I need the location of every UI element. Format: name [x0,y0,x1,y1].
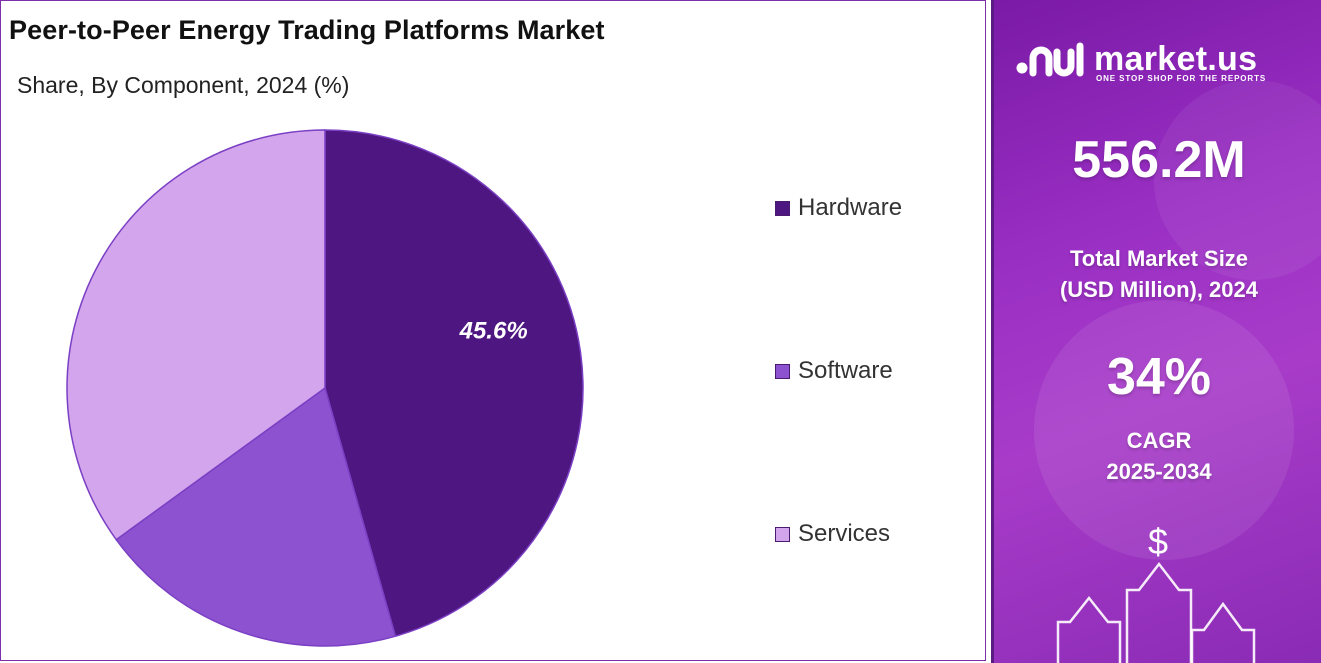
rising-arrows-icon: $ [1056,521,1256,663]
legend-item-software: Software [775,357,893,385]
market-size-value: 556.2M [1072,131,1246,189]
legend-swatch-software [775,363,790,379]
cagr-value: 34% [1106,348,1212,406]
legend-item-hardware: Hardware [775,194,902,222]
pie-slice-hardware [324,129,584,638]
pie-chart: 45.6% [66,129,584,647]
legend-item-services: Services [775,520,890,548]
cagr-label: CAGR 2025-2034 [994,425,1321,487]
brand-name: market.us [1094,40,1258,78]
legend-label-software: Software [798,357,893,384]
pie-slice-services [66,129,326,541]
background-glow [1034,300,1294,560]
market-us-logo-icon [1016,42,1084,77]
cagr-label-line: CAGR [1126,428,1192,453]
data-label-hardware: 45.6% [459,318,528,345]
dollar-sign-icon: $ [1148,521,1168,562]
brand-tagline: ONE STOP SHOP FOR THE REPORTS [1096,74,1267,83]
background-glow [1154,80,1321,280]
brand-logo: market.us ONE STOP SHOP FOR THE REPORTS [1014,40,1304,90]
pie-slice-software [115,386,397,647]
market-size-label-line: Total Market Size [1069,246,1249,271]
market-summary-panel: market.us ONE STOP SHOP FOR THE REPORTS … [991,0,1321,663]
legend-swatch-services [775,526,790,542]
market-size-label-line: (USD Million), 2024 [1059,277,1259,302]
chart-subtitle: Share, By Component, 2024 (%) [17,72,350,98]
legend-label-services: Services [798,520,891,547]
legend-label-hardware: Hardware [798,194,903,221]
chart-panel: Peer-to-Peer Energy Trading Platforms Ma… [0,0,986,661]
market-size-label: Total Market Size (USD Million), 2024 [994,243,1321,305]
legend-swatch-hardware [775,200,790,216]
cagr-label-line: 2025-2034 [1106,459,1212,484]
chart-title: Peer-to-Peer Energy Trading Platforms Ma… [9,15,605,45]
